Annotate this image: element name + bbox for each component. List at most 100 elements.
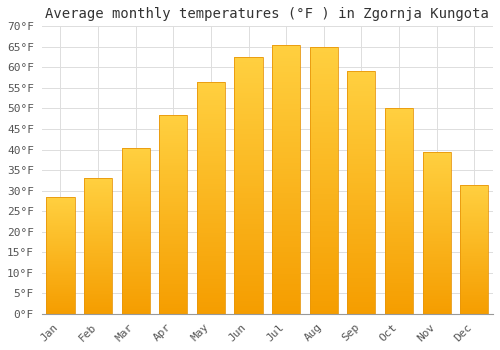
Bar [385, 141, 413, 144]
Bar [422, 194, 450, 196]
Bar [159, 250, 188, 252]
Bar [310, 186, 338, 188]
Bar [159, 218, 188, 220]
Bar [84, 223, 112, 224]
Bar [460, 280, 488, 282]
Bar [159, 127, 188, 128]
Bar [46, 220, 74, 222]
Bar [46, 293, 74, 294]
Bar [234, 273, 262, 275]
Bar [272, 233, 300, 236]
Bar [348, 125, 376, 127]
Bar [310, 57, 338, 60]
Bar [234, 178, 262, 181]
Bar [197, 133, 225, 135]
Bar [310, 253, 338, 255]
Bar [310, 285, 338, 287]
Bar [197, 233, 225, 235]
Bar [385, 306, 413, 308]
Bar [385, 135, 413, 137]
Bar [310, 138, 338, 140]
Bar [159, 226, 188, 228]
Bar [159, 276, 188, 278]
Bar [422, 207, 450, 209]
Bar [46, 254, 74, 256]
Bar [310, 84, 338, 87]
Bar [460, 267, 488, 269]
Bar [122, 181, 150, 182]
Bar [460, 190, 488, 191]
Bar [159, 278, 188, 280]
Bar [385, 209, 413, 211]
Bar [46, 268, 74, 270]
Bar [197, 307, 225, 309]
Bar [84, 271, 112, 272]
Bar [385, 207, 413, 209]
Bar [159, 184, 188, 187]
Bar [46, 236, 74, 237]
Bar [272, 72, 300, 75]
Bar [385, 236, 413, 238]
Bar [159, 232, 188, 234]
Bar [46, 205, 74, 206]
Bar [46, 312, 74, 313]
Bar [84, 258, 112, 260]
Bar [159, 117, 188, 119]
Bar [234, 188, 262, 191]
Bar [84, 304, 112, 306]
Bar [422, 293, 450, 295]
Bar [46, 267, 74, 268]
Bar [159, 193, 188, 194]
Bar [234, 147, 262, 149]
Bar [385, 213, 413, 215]
Bar [460, 284, 488, 286]
Bar [348, 312, 376, 314]
Bar [460, 217, 488, 218]
Bar [84, 286, 112, 287]
Bar [310, 114, 338, 116]
Bar [385, 148, 413, 149]
Bar [422, 226, 450, 228]
Bar [422, 260, 450, 262]
Bar [159, 198, 188, 201]
Bar [197, 191, 225, 193]
Bar [122, 262, 150, 264]
Bar [197, 193, 225, 196]
Bar [422, 306, 450, 308]
Bar [460, 271, 488, 273]
Bar [272, 123, 300, 126]
Bar [234, 152, 262, 155]
Bar [310, 130, 338, 132]
Bar [84, 289, 112, 291]
Bar [385, 127, 413, 129]
Bar [234, 162, 262, 165]
Bar [460, 213, 488, 214]
Bar [460, 214, 488, 216]
Bar [46, 292, 74, 293]
Bar [272, 45, 300, 314]
Bar [348, 168, 376, 171]
Bar [272, 115, 300, 118]
Bar [159, 284, 188, 286]
Bar [385, 174, 413, 176]
Bar [84, 219, 112, 220]
Bar [460, 305, 488, 306]
Bar [197, 217, 225, 219]
Bar [460, 231, 488, 232]
Bar [197, 152, 225, 154]
Bar [234, 206, 262, 209]
Bar [348, 304, 376, 307]
Bar [272, 56, 300, 58]
Bar [272, 306, 300, 309]
Bar [46, 204, 74, 205]
Bar [197, 96, 225, 98]
Bar [234, 116, 262, 119]
Bar [159, 173, 188, 174]
Bar [385, 193, 413, 195]
Bar [46, 250, 74, 251]
Bar [348, 159, 376, 161]
Bar [460, 313, 488, 314]
Bar [122, 229, 150, 231]
Bar [422, 309, 450, 311]
Bar [122, 266, 150, 267]
